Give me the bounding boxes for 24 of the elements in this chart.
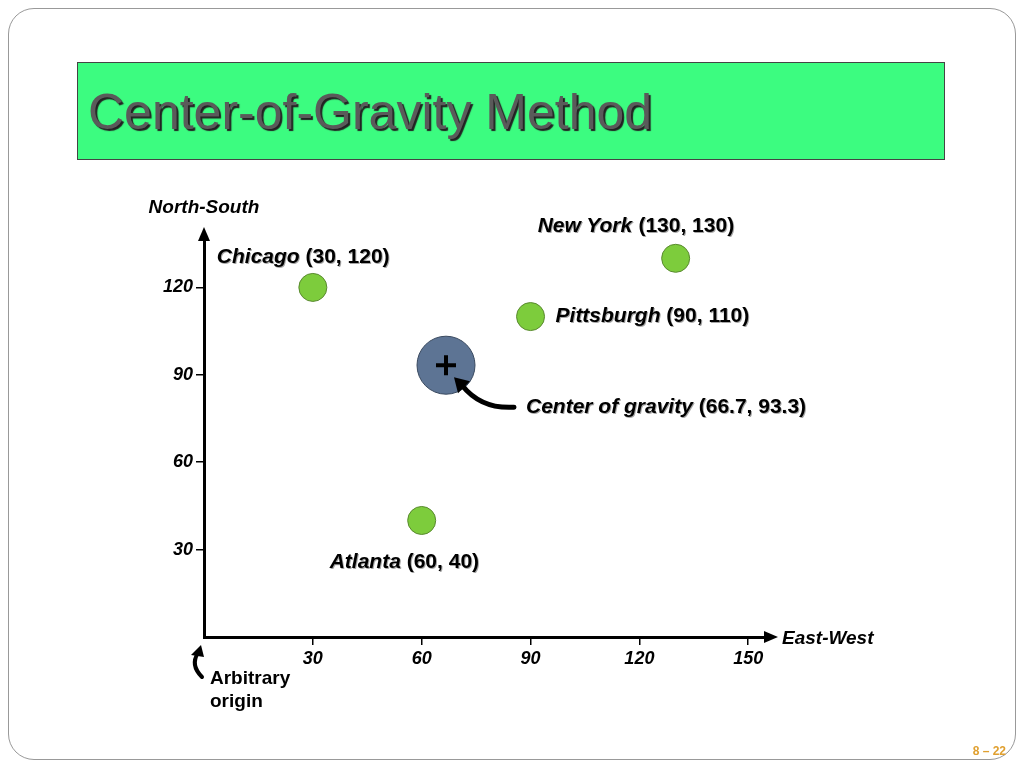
annotation: Pittsburgh (90, 110) <box>555 303 750 327</box>
point <box>298 272 328 302</box>
chart-title: Center-of-Gravity Method <box>77 62 945 160</box>
x-axis-title: East-West <box>782 627 875 649</box>
point <box>661 243 691 273</box>
y-tick-label: 90 <box>172 363 193 384</box>
x-tick-label: 120 <box>624 647 655 668</box>
x-tick-label: 150 <box>733 647 764 668</box>
annotation: Atlanta (60, 40) <box>328 549 480 573</box>
x-tick-label: 30 <box>302 647 323 668</box>
point <box>407 505 437 535</box>
x-tick-label: 60 <box>411 647 432 668</box>
text: 8 – 22 <box>972 744 1006 758</box>
point <box>516 302 546 332</box>
y-tick-label: 60 <box>172 451 193 472</box>
text: Arbitrary origin <box>210 667 291 712</box>
y-axis-title: North-South <box>148 196 260 218</box>
x-tick-label: 90 <box>520 647 541 668</box>
annotation: Center of gravity (66.7, 93.3) <box>526 394 807 418</box>
y-tick-label: 30 <box>172 538 193 559</box>
y-tick-label: 120 <box>162 276 193 297</box>
annotation: Chicago (30, 120) <box>216 244 390 268</box>
point <box>416 335 476 395</box>
annotation: New York (130, 130) <box>537 213 735 237</box>
